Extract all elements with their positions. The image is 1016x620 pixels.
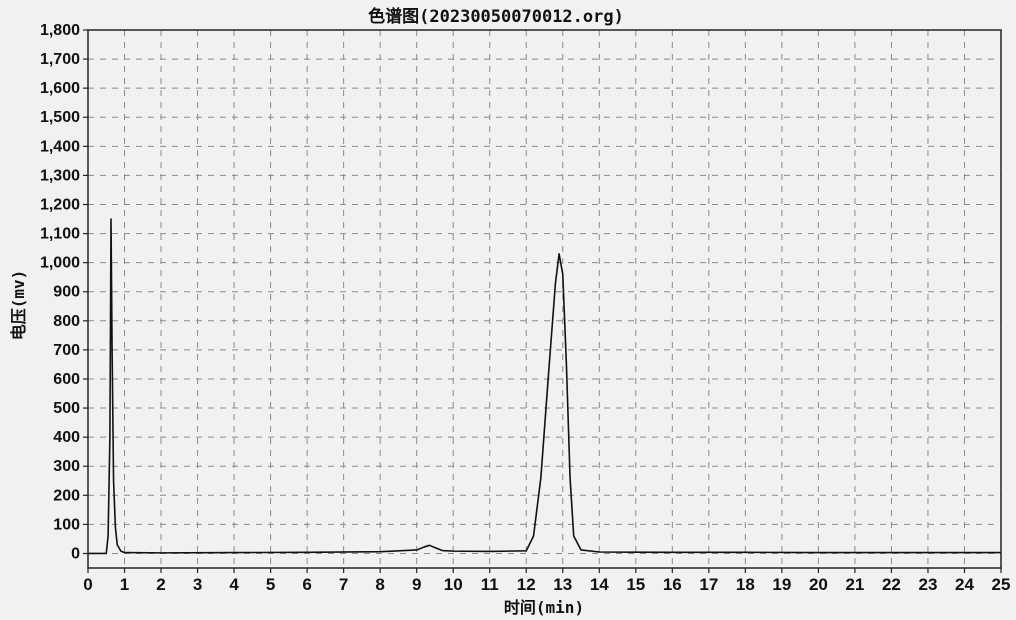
chromatogram-trace-0	[88, 218, 1001, 555]
y-tick-label: 1,200	[40, 196, 80, 213]
y-tick-label: 900	[53, 284, 80, 301]
y-tick-label: 1,600	[40, 80, 80, 97]
x-tick-label: 6	[302, 575, 311, 594]
x-tick-label: 10	[444, 575, 463, 594]
y-tick-label: 200	[53, 487, 80, 504]
x-tick-label: 8	[375, 575, 384, 594]
x-tick-label: 9	[412, 575, 421, 594]
x-tick-label: 22	[882, 575, 901, 594]
y-tick-label: 300	[53, 458, 80, 475]
y-axis-ticks: 1,800 1,700 1,600 1,500 1,400 1,300 1,200 1,100…	[40, 22, 88, 562]
x-tick-label: 7	[339, 575, 348, 594]
x-tick-label: 11	[481, 575, 499, 594]
x-tick-label: 0	[83, 575, 92, 594]
y-tick-label: 1,800	[40, 22, 80, 39]
y-tick-label: 1,500	[40, 109, 80, 126]
x-tick-label: 3	[193, 575, 202, 594]
y-tick-label: 600	[53, 371, 80, 388]
x-tick-label: 20	[809, 575, 828, 594]
y-tick-label: 0	[71, 545, 80, 562]
y-tick-label: 1,000	[40, 255, 80, 272]
trace-layer	[88, 218, 1001, 555]
y-tick-label: 1,700	[40, 51, 80, 68]
x-tick-label: 17	[699, 575, 718, 594]
y-tick-label: 800	[53, 313, 80, 330]
y-tick-label: 400	[53, 429, 80, 446]
x-tick-label: 19	[772, 575, 791, 594]
chart-title: 色谱图(20230050070012.org)	[368, 6, 624, 27]
x-tick-label: 24	[955, 575, 974, 594]
x-tick-label: 5	[266, 575, 275, 594]
plot-frame	[87, 29, 1002, 569]
x-tick-label: 2	[156, 575, 165, 594]
x-tick-label: 15	[626, 575, 645, 594]
y-tick-label: 100	[53, 516, 80, 533]
x-tick-label: 25	[992, 575, 1011, 594]
grid-lines	[87, 29, 1002, 568]
x-tick-label: 13	[553, 575, 572, 594]
y-tick-label: 700	[53, 342, 80, 359]
y-tick-label: 1,400	[40, 138, 80, 155]
y-tick-label: 500	[53, 400, 80, 417]
x-axis-ticks: 0 1 2 3 4 5 6 7 8 9 10 11 12 13 14 15 16 17 18 19 20 21 22 23 24…	[83, 568, 1010, 594]
x-tick-label: 23	[918, 575, 937, 594]
y-tick-label: 1,300	[40, 167, 80, 184]
x-tick-label: 16	[663, 575, 682, 594]
x-tick-label: 12	[517, 575, 536, 594]
x-tick-label: 18	[736, 575, 755, 594]
x-tick-label: 1	[120, 575, 129, 594]
y-axis-label: 电压(mv)	[9, 270, 28, 341]
y-tick-label: 1,100	[40, 226, 80, 243]
x-tick-label: 14	[590, 575, 609, 594]
x-axis-label: 时间(min)	[504, 598, 584, 617]
x-tick-label: 4	[229, 575, 239, 594]
x-tick-label: 21	[845, 575, 864, 594]
